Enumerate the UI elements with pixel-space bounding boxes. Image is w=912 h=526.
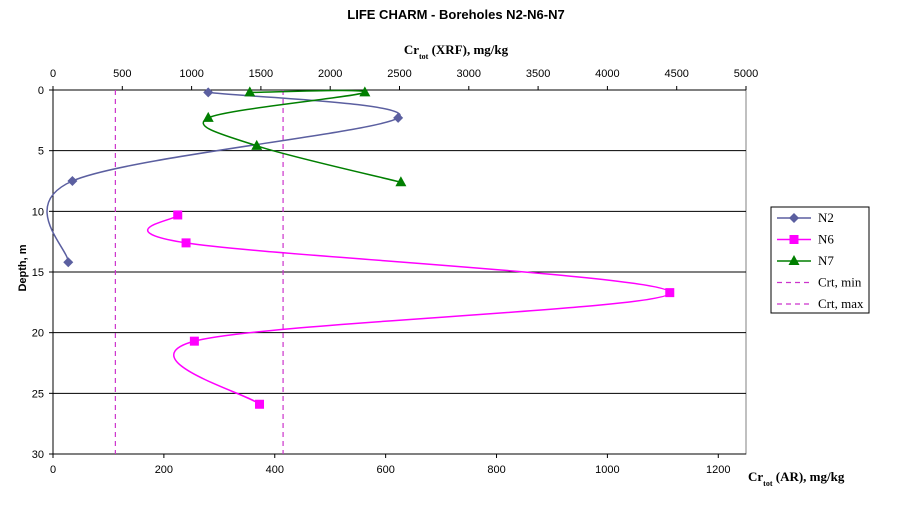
bottom-tick-label: 1200 bbox=[706, 464, 730, 476]
series-line-n2 bbox=[46, 91, 401, 263]
top-tick-label: 4500 bbox=[664, 68, 688, 80]
data-point-n6 bbox=[665, 288, 675, 298]
bottom-tick-label: 1000 bbox=[595, 464, 619, 476]
data-point-n2 bbox=[203, 87, 214, 98]
bottom-tick-label: 400 bbox=[266, 464, 284, 476]
data-point-n2 bbox=[67, 176, 78, 186]
y-tick-label: 20 bbox=[32, 328, 44, 340]
data-point-n6 bbox=[255, 399, 265, 409]
y-tick-label: 0 bbox=[38, 85, 44, 97]
legend-label: N7 bbox=[818, 253, 834, 268]
y-tick-label: 15 bbox=[32, 267, 44, 279]
legend-marker bbox=[788, 255, 800, 265]
legend-label: Crt, min bbox=[818, 275, 862, 290]
top-tick-label: 3500 bbox=[526, 68, 550, 80]
data-point-n7 bbox=[395, 176, 407, 187]
y-axis-label: Depth, m bbox=[17, 244, 29, 291]
top-tick-label: 2500 bbox=[387, 68, 411, 80]
top-tick-label: 500 bbox=[113, 68, 131, 80]
chart-title: LIFE CHARM - Boreholes N2-N6-N7 bbox=[347, 7, 564, 22]
bottom-tick-label: 200 bbox=[155, 464, 173, 476]
data-point-n7 bbox=[202, 111, 214, 122]
data-point-n2 bbox=[63, 257, 74, 268]
data-point-n6 bbox=[181, 238, 191, 248]
bottom-tick-label: 800 bbox=[487, 464, 505, 476]
top-axis-label: Crtot (XRF), mg/kg bbox=[404, 42, 509, 61]
top-tick-label: 2000 bbox=[318, 68, 342, 80]
legend-label: N6 bbox=[818, 232, 834, 247]
y-tick-label: 25 bbox=[32, 388, 44, 400]
bottom-tick-label: 600 bbox=[376, 464, 394, 476]
top-tick-label: 1000 bbox=[179, 68, 203, 80]
bottom-axis-label: Crtot (AR), mg/kg bbox=[748, 469, 845, 488]
top-tick-label: 4000 bbox=[595, 68, 619, 80]
legend-label: Crt, max bbox=[818, 296, 864, 311]
top-tick-label: 5000 bbox=[734, 68, 758, 80]
data-point-n6 bbox=[189, 336, 199, 346]
data-point-n7 bbox=[359, 86, 371, 97]
y-tick-label: 30 bbox=[32, 449, 44, 461]
legend-marker bbox=[789, 213, 799, 223]
top-tick-label: 0 bbox=[50, 68, 56, 80]
legend-marker bbox=[789, 235, 799, 244]
data-point-n2 bbox=[393, 112, 404, 123]
y-tick-label: 5 bbox=[38, 146, 44, 158]
data-point-n6 bbox=[173, 210, 183, 220]
top-tick-label: 1500 bbox=[249, 68, 273, 80]
y-tick-label: 10 bbox=[32, 206, 44, 218]
legend-label: N2 bbox=[818, 210, 834, 225]
data-point-n7 bbox=[251, 139, 263, 150]
legend: N2 N6 N7 Crt, min Crt, max bbox=[770, 206, 870, 314]
top-tick-label: 3000 bbox=[457, 68, 481, 80]
bottom-tick-label: 0 bbox=[50, 464, 56, 476]
legend-box bbox=[770, 206, 870, 314]
data-point-n7 bbox=[244, 86, 256, 97]
